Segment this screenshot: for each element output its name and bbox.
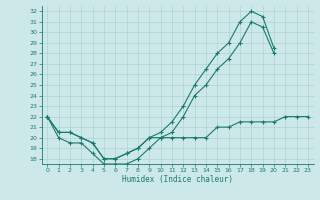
X-axis label: Humidex (Indice chaleur): Humidex (Indice chaleur) xyxy=(122,175,233,184)
